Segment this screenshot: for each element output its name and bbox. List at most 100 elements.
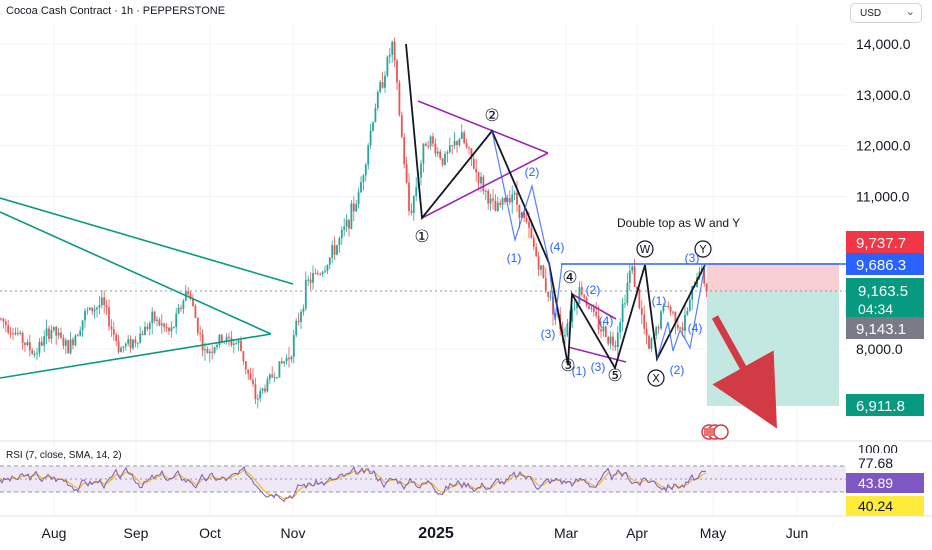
rsi-label[interactable]: RSI (7, close, SMA, 14, 2) — [6, 450, 122, 461]
trendline-mid[interactable] — [0, 211, 272, 335]
candle-body — [62, 337, 65, 346]
currency-label: USD — [860, 8, 882, 19]
candle-body — [624, 303, 626, 305]
candle-body — [148, 323, 151, 330]
us-flag-icon — [704, 428, 714, 436]
candle-body — [674, 311, 677, 325]
candle-body — [614, 345, 617, 348]
trendline-lower[interactable] — [0, 333, 272, 379]
wave-circle — [636, 240, 654, 258]
stop-loss-zone[interactable] — [707, 263, 839, 291]
wedge-pattern-bottom[interactable] — [567, 293, 627, 363]
triangle-pattern-top[interactable] — [417, 100, 549, 219]
candle-body — [120, 347, 122, 353]
candle-body — [686, 311, 689, 315]
candle-body — [237, 340, 240, 344]
candle-body — [213, 347, 216, 353]
candle-body — [640, 307, 643, 315]
take-profit-zone[interactable] — [707, 291, 839, 406]
time-axis[interactable]: Aug Sep Oct Nov 2025 Mar Apr May Jun — [42, 525, 809, 542]
candle-body — [619, 322, 622, 333]
candle-body — [504, 198, 506, 203]
candle-body — [74, 335, 77, 346]
candle-body — [264, 388, 266, 392]
candle-body — [103, 297, 106, 306]
time-tick-label: Mar — [554, 525, 578, 541]
sub-wave-label: (1) — [507, 251, 522, 265]
candle-body — [256, 398, 259, 400]
candle-body — [470, 148, 473, 160]
bearish-target-arrow[interactable] — [711, 315, 777, 429]
candle-body — [170, 327, 173, 332]
candle-body — [124, 343, 127, 347]
candle-body — [626, 282, 629, 304]
candle-body — [492, 198, 494, 201]
wave-circle — [647, 369, 665, 387]
candle-body — [638, 289, 641, 308]
rsi-line — [0, 465, 707, 503]
candle-body — [487, 190, 490, 204]
price-badge-stop — [846, 231, 924, 253]
candle-body — [271, 374, 274, 378]
candle-body — [537, 256, 540, 270]
candle-body — [110, 326, 113, 330]
candle-body — [645, 328, 648, 336]
candle-body — [100, 297, 103, 306]
candle-body — [57, 332, 60, 336]
wave-label: W — [640, 243, 651, 256]
interval[interactable]: 1h — [120, 5, 134, 17]
candle-body — [362, 175, 365, 182]
candle-body — [129, 339, 132, 349]
candle-body — [374, 108, 377, 123]
rsi-badge-text: 43.89 — [858, 475, 893, 491]
symbol-name[interactable]: Cocoa Cash Contract — [6, 5, 112, 17]
candle-body — [192, 298, 194, 307]
candle-body — [283, 361, 286, 364]
candle-body — [328, 257, 331, 265]
candle-body — [631, 266, 634, 271]
candle-body — [475, 168, 478, 173]
candle-body — [163, 323, 166, 328]
price-badge-level — [846, 253, 924, 275]
candle-body — [7, 325, 10, 333]
candle-body — [55, 326, 58, 336]
wave-label: ② — [484, 106, 499, 126]
sub-wave-lines[interactable] — [491, 130, 706, 360]
sub-wave-label: (4) — [688, 321, 703, 335]
candle-body — [436, 151, 439, 154]
candle-body — [2, 318, 5, 322]
time-tick-label: Oct — [199, 525, 221, 541]
candle-body — [607, 336, 610, 344]
candle-body — [4, 321, 7, 326]
elliott-wave-lines[interactable] — [405, 43, 706, 371]
candle-body — [595, 311, 598, 316]
price-axis[interactable]: 14,000.0 13,000.0 12,000.0 11,000.0 8,000.0 — [856, 36, 911, 357]
price-tick-label: 14,000.0 — [856, 36, 911, 52]
price-tick-label: 12,000.0 — [856, 138, 911, 154]
candle-body — [319, 274, 322, 276]
economic-event-icons[interactable] — [701, 424, 729, 440]
candle-body — [477, 172, 480, 184]
price-badge-text: 6,911.8 — [856, 398, 905, 415]
candle-body — [122, 346, 125, 348]
sub-wave-label: (1) — [652, 294, 667, 308]
currency-selector[interactable]: USD ⌄ — [850, 3, 922, 23]
trendline-upper[interactable] — [0, 197, 294, 285]
candle-body — [499, 202, 502, 205]
candle-body — [520, 212, 523, 218]
candle-body — [684, 314, 686, 331]
candle-body — [88, 307, 91, 310]
candle-body — [117, 341, 120, 353]
candle-body — [484, 190, 487, 192]
price-tick-label: 13,000.0 — [856, 87, 911, 103]
candle-body — [691, 285, 694, 300]
candle-body — [676, 324, 679, 329]
candle-body — [9, 332, 12, 334]
candle-body — [350, 203, 353, 229]
candle-body — [98, 305, 101, 308]
candle-body — [348, 219, 350, 229]
candle-body — [528, 221, 530, 228]
trendlines-left[interactable] — [0, 197, 294, 379]
wave-circle — [694, 240, 712, 258]
